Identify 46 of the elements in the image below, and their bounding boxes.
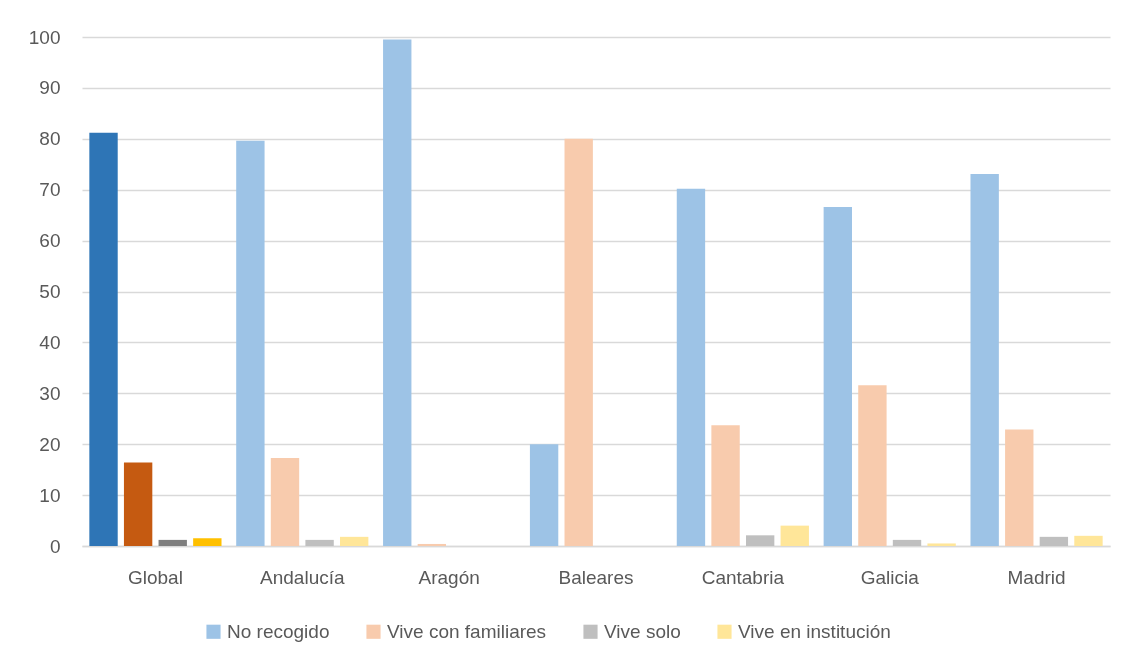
legend-label: Vive en institución xyxy=(738,620,891,642)
bar xyxy=(158,539,187,546)
bar xyxy=(193,538,222,546)
x-tick-label: Cantabria xyxy=(701,566,785,588)
y-tick-label: 50 xyxy=(39,281,61,302)
y-tick-label: 70 xyxy=(39,179,61,201)
y-tick-label: 20 xyxy=(39,433,61,455)
bar xyxy=(823,207,852,546)
bar xyxy=(123,462,153,546)
x-tick-label: Galicia xyxy=(860,566,920,588)
bar xyxy=(305,539,334,546)
bar xyxy=(340,536,369,546)
y-tick-label: 80 xyxy=(39,128,61,150)
bar xyxy=(745,535,775,546)
bar xyxy=(892,539,922,546)
bar xyxy=(417,543,447,546)
bar xyxy=(1039,536,1069,546)
bar xyxy=(236,140,265,546)
y-tick-label: 10 xyxy=(39,484,61,506)
x-tick-label: Baleares xyxy=(558,566,634,588)
bar xyxy=(676,188,706,546)
legend-label: No recogido xyxy=(227,620,330,642)
y-tick-label: 90 xyxy=(39,77,61,99)
legend-label: Vive solo xyxy=(604,620,681,642)
bar xyxy=(1005,429,1034,546)
y-tick-label: 0 xyxy=(49,535,61,557)
y-tick-label: 30 xyxy=(39,382,61,404)
bar xyxy=(89,132,118,546)
y-tick-label: 100 xyxy=(28,26,61,48)
y-tick-label: 40 xyxy=(39,331,61,353)
x-tick-label: Madrid xyxy=(1007,566,1066,588)
bar xyxy=(858,385,887,546)
bar xyxy=(970,173,999,546)
bar xyxy=(927,543,956,546)
bar xyxy=(1074,535,1103,546)
x-tick-label: Global xyxy=(127,566,183,588)
bar xyxy=(529,444,559,546)
x-tick-label: Aragón xyxy=(418,566,480,588)
bar xyxy=(780,525,809,546)
bar xyxy=(383,39,412,546)
legend-label: Vive con familiares xyxy=(387,620,547,642)
x-tick-label: Andalucía xyxy=(260,566,345,588)
y-tick-label: 60 xyxy=(39,230,61,252)
bar xyxy=(711,425,740,546)
bar xyxy=(270,457,300,546)
bar xyxy=(564,138,593,546)
